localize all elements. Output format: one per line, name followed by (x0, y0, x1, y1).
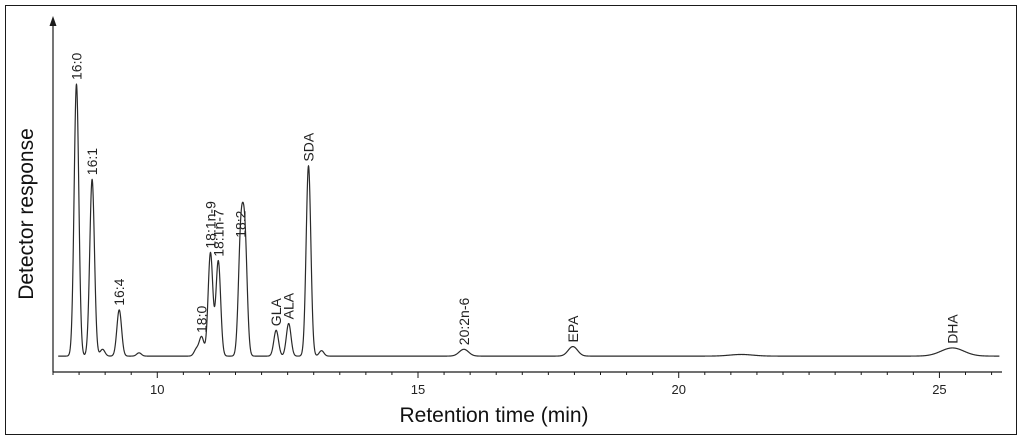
axes (49, 16, 1002, 373)
peak-label: 16:4 (111, 278, 127, 305)
peak-label: SDA (301, 132, 317, 161)
x-tick-label: 20 (671, 382, 685, 397)
x-tick-label: 25 (932, 382, 946, 397)
peak-label: 16:1 (84, 148, 100, 175)
peak-label: 18:1n-9 (203, 201, 219, 249)
y-axis-arrow (49, 16, 57, 26)
peak-label: 18:1n-7 (210, 209, 226, 257)
figure-frame: 10 15 20 25 16:0 16:1 16:4 18:0 18:1n-9 18:1n-7 1… (5, 5, 1017, 435)
peak-label: GLA (268, 298, 284, 327)
x-ticks (52, 372, 993, 378)
peak-label: ALA (281, 292, 297, 319)
x-tick-labels: 10 15 20 25 (150, 382, 947, 397)
peak-labels: 16:0 16:1 16:4 18:0 18:1n-918:1n-7 18:2 GLAALA… (69, 53, 961, 346)
peak-label: 16:0 (69, 53, 85, 80)
peak-label: DHA (945, 314, 961, 344)
peak-label: 18:2 (233, 210, 249, 237)
peak-label: 20:2n-6 (456, 298, 472, 346)
chromatogram-trace (57, 83, 1000, 357)
x-tick-label: 15 (411, 382, 425, 397)
y-axis-title: Detector response (15, 128, 38, 300)
x-tick-label: 10 (150, 382, 164, 397)
peak-label: EPA (565, 315, 581, 343)
x-axis-title: Retention time (min) (399, 404, 588, 427)
chromatogram-chart: 10 15 20 25 16:016:116:418:018:1n-918:1n-7 1… (15, 16, 1002, 427)
peak-label: 18:0 (194, 306, 210, 333)
